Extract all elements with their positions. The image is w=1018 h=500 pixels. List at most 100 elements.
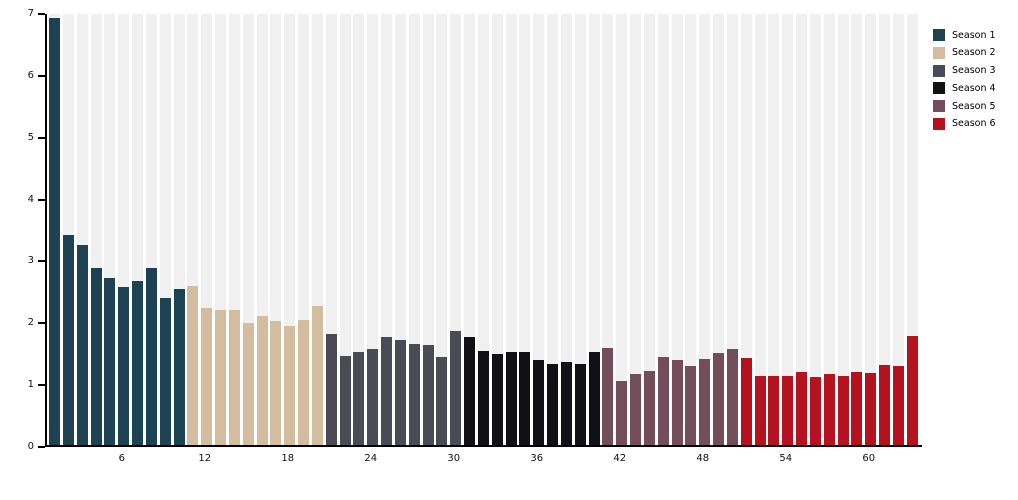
column-band [865,14,877,445]
legend-item-season-3: Season 3 [933,64,996,77]
y-tick-mark [38,446,45,448]
y-tick-mark [38,322,45,325]
bar-episode-3 [76,245,88,445]
column-band [284,14,296,445]
bar-episode-59 [851,372,863,445]
legend-swatch [933,46,945,59]
x-axis-tick-label: 24 [364,453,378,464]
bar-episode-12 [201,307,213,445]
column-band [464,14,476,445]
y-axis-tick-label: 4 [27,193,34,205]
y-tick-mark [38,13,45,15]
legend-label: Season 1 [952,29,996,41]
legend-label: Season 2 [952,47,996,59]
bar-episode-35 [519,352,531,445]
bar-episode-31 [464,337,476,445]
bar-episode-58 [837,375,849,445]
bar-episode-29 [436,356,448,445]
column-band [201,14,213,445]
bar-episode-48 [699,359,711,445]
column-band [671,14,683,445]
bar-episode-9 [159,298,171,445]
column-band [588,14,600,445]
column-band [906,14,918,445]
column-band [685,14,697,445]
bar-episode-16 [256,316,268,445]
column-band [367,14,379,445]
column-band [892,14,904,445]
column-band [796,14,808,445]
column-band [533,14,545,445]
y-axis-tick-label: 6 [27,69,34,81]
column-band [173,14,185,445]
y-tick-mark [38,384,45,387]
bar-episode-2 [62,234,74,445]
bar-episode-30 [450,331,462,445]
bar-episode-5 [104,278,116,445]
column-band [630,14,642,445]
legend-item-season-6: Season 6 [933,117,996,130]
bar-episode-47 [685,366,697,445]
legend: Season 1 Season 2 Season 3 Season 4 Season 5… [933,29,996,136]
column-band [450,14,462,445]
column-band [394,14,406,445]
bar-episode-36 [533,359,545,445]
column-band [408,14,420,445]
x-axis-tick-label: 42 [613,453,627,464]
column-band [187,14,199,445]
column-band [325,14,337,445]
bar-episode-57 [823,373,835,445]
bar-episode-38 [560,362,572,445]
bar-episode-49 [713,353,725,445]
bar-episode-37 [547,363,559,445]
column-band [311,14,323,445]
bar-episode-6 [118,286,130,445]
y-axis-tick-label: 0 [27,441,34,452]
column-band [256,14,268,445]
x-axis-tick-label: 48 [696,453,710,464]
column-band [505,14,517,445]
bar-episode-20 [311,306,323,445]
column-band [823,14,835,445]
bar-episode-13 [215,309,227,445]
bar-episode-60 [865,373,877,445]
column-band [699,14,711,445]
column-band [491,14,503,445]
bar-episode-17 [270,320,282,445]
column-band [62,14,74,445]
column-band [76,14,88,445]
legend-swatch [933,29,945,41]
bar-episode-33 [491,354,503,445]
column-band [339,14,351,445]
bar-episode-15 [242,323,254,445]
column-band [104,14,116,445]
column-band [851,14,863,445]
bar-episode-14 [228,309,240,445]
bar-episode-45 [657,356,669,445]
bar-episode-40 [588,352,600,445]
legend-label: Season 4 [952,82,996,94]
column-band [132,14,144,445]
bar-episode-8 [145,268,157,445]
x-axis-tick-label: 6 [118,453,125,464]
column-band [713,14,725,445]
legend-label: Season 3 [952,65,996,77]
y-axis-tick-label: 7 [27,8,34,19]
y-tick-mark [38,260,45,263]
bar-episode-63 [906,335,918,445]
x-axis-tick-label: 54 [779,453,793,464]
bar-episode-4 [90,268,102,445]
bar-episode-23 [353,352,365,445]
column-band [519,14,531,445]
bar-episode-42 [616,381,628,445]
column-band [270,14,282,445]
y-axis-tick-label: 3 [27,255,34,267]
column-band [726,14,738,445]
bar-episode-24 [367,349,379,445]
y-tick-mark [38,136,45,139]
x-axis-tick-label: 12 [198,453,212,464]
column-band [145,14,157,445]
bar-episode-43 [630,373,642,445]
column-band [879,14,891,445]
